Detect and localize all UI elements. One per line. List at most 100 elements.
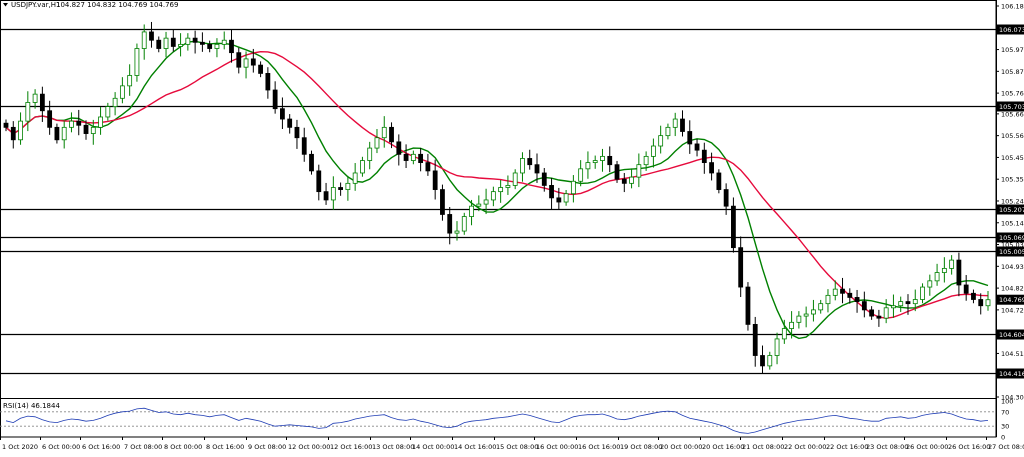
candle-body[interactable] — [825, 294, 831, 305]
candle-body[interactable] — [54, 126, 60, 141]
candle-body[interactable] — [861, 301, 867, 311]
candle-body[interactable] — [236, 52, 242, 68]
candle-body[interactable] — [330, 187, 336, 201]
candle-body[interactable] — [410, 153, 416, 161]
candle-body[interactable] — [650, 145, 656, 157]
candle-body[interactable] — [47, 110, 53, 128]
candle-body[interactable] — [847, 292, 853, 298]
candle-body[interactable] — [90, 126, 96, 134]
candle-body[interactable] — [83, 124, 89, 134]
candle-body[interactable] — [680, 118, 685, 132]
candle-body[interactable] — [723, 189, 729, 207]
candle-body[interactable] — [941, 267, 947, 273]
candle-body[interactable] — [163, 37, 169, 49]
candle-body[interactable] — [265, 73, 271, 91]
candle-body[interactable] — [527, 158, 533, 166]
candle-body[interactable] — [701, 149, 707, 164]
candle-body[interactable] — [672, 118, 678, 128]
candle-body[interactable] — [374, 137, 380, 149]
candle-body[interactable] — [774, 338, 780, 356]
candle-body[interactable] — [98, 116, 103, 128]
candle-body[interactable] — [600, 155, 605, 161]
candle-body[interactable] — [469, 205, 474, 217]
candle-body[interactable] — [3, 122, 9, 128]
candle-body[interactable] — [156, 39, 162, 49]
candle-body[interactable] — [665, 126, 671, 137]
candle-body[interactable] — [10, 126, 16, 141]
candle-body[interactable] — [520, 158, 525, 174]
candle-body[interactable] — [149, 31, 154, 41]
candle-body[interactable] — [891, 305, 896, 309]
candle-body[interactable] — [199, 41, 205, 45]
candle-body[interactable] — [832, 288, 838, 296]
candle-body[interactable] — [476, 203, 482, 207]
candle-body[interactable] — [134, 48, 140, 76]
candle-body[interactable] — [811, 309, 816, 315]
candle-body[interactable] — [818, 303, 824, 311]
candle-body[interactable] — [658, 135, 664, 147]
candle-body[interactable] — [214, 43, 220, 49]
candle-body[interactable] — [287, 118, 293, 128]
candle-body[interactable] — [854, 297, 860, 302]
chevron-down-icon[interactable] — [3, 3, 8, 7]
candle-body[interactable] — [905, 301, 911, 305]
candle-body[interactable] — [403, 153, 409, 161]
candle-body[interactable] — [781, 328, 787, 340]
candle-body[interactable] — [927, 280, 933, 288]
candle-body[interactable] — [505, 185, 511, 188]
candle-body[interactable] — [607, 155, 613, 166]
candle-body[interactable] — [229, 39, 234, 54]
candle-body[interactable] — [629, 176, 634, 184]
candle-body[interactable] — [738, 247, 744, 288]
candle-body[interactable] — [541, 172, 547, 186]
candle-body[interactable] — [221, 39, 227, 45]
candle-body[interactable] — [39, 93, 45, 112]
candle-body[interactable] — [876, 315, 882, 319]
candle-body[interactable] — [949, 259, 955, 269]
candle-body[interactable] — [789, 321, 794, 329]
candle-body[interactable] — [920, 286, 925, 300]
candle-body[interactable] — [978, 299, 984, 307]
candle-body[interactable] — [716, 172, 722, 190]
candle-body[interactable] — [912, 299, 918, 305]
candle-body[interactable] — [934, 272, 940, 282]
candle-body[interactable] — [883, 307, 889, 319]
candle-body[interactable] — [592, 160, 598, 164]
candle-body[interactable] — [61, 126, 67, 141]
candle-body[interactable] — [636, 164, 642, 178]
candle-body[interactable] — [803, 313, 809, 317]
candle-body[interactable] — [745, 286, 751, 325]
candle-body[interactable] — [512, 172, 518, 186]
candle-body[interactable] — [796, 315, 802, 323]
candle-body[interactable] — [345, 182, 351, 190]
candle-body[interactable] — [294, 126, 300, 139]
candle-body[interactable] — [32, 93, 38, 103]
candle-body[interactable] — [360, 160, 365, 174]
candle-body[interactable] — [119, 85, 125, 99]
candle-body[interactable] — [498, 187, 504, 193]
candle-body[interactable] — [621, 178, 627, 184]
candle-body[interactable] — [694, 143, 700, 151]
candle-body[interactable] — [614, 164, 620, 180]
candle-body[interactable] — [490, 191, 496, 201]
candle-body[interactable] — [105, 106, 111, 118]
candle-body[interactable] — [316, 170, 322, 193]
candle-body[interactable] — [18, 120, 23, 141]
candle-body[interactable] — [69, 120, 74, 128]
candle-body[interactable] — [687, 131, 693, 145]
candle-body[interactable] — [643, 155, 649, 166]
candle-body[interactable] — [178, 43, 183, 47]
candle-body[interactable] — [440, 189, 445, 215]
candle-body[interactable] — [731, 205, 736, 249]
candle-body[interactable] — [352, 172, 358, 184]
candle-body[interactable] — [570, 180, 576, 195]
candle-body[interactable] — [447, 214, 453, 234]
candle-body[interactable] — [971, 292, 976, 300]
candle-body[interactable] — [185, 37, 191, 45]
candle-body[interactable] — [556, 197, 562, 203]
candle-body[interactable] — [956, 259, 962, 286]
candle-body[interactable] — [192, 37, 198, 43]
candle-body[interactable] — [243, 58, 249, 68]
candle-body[interactable] — [127, 75, 133, 87]
